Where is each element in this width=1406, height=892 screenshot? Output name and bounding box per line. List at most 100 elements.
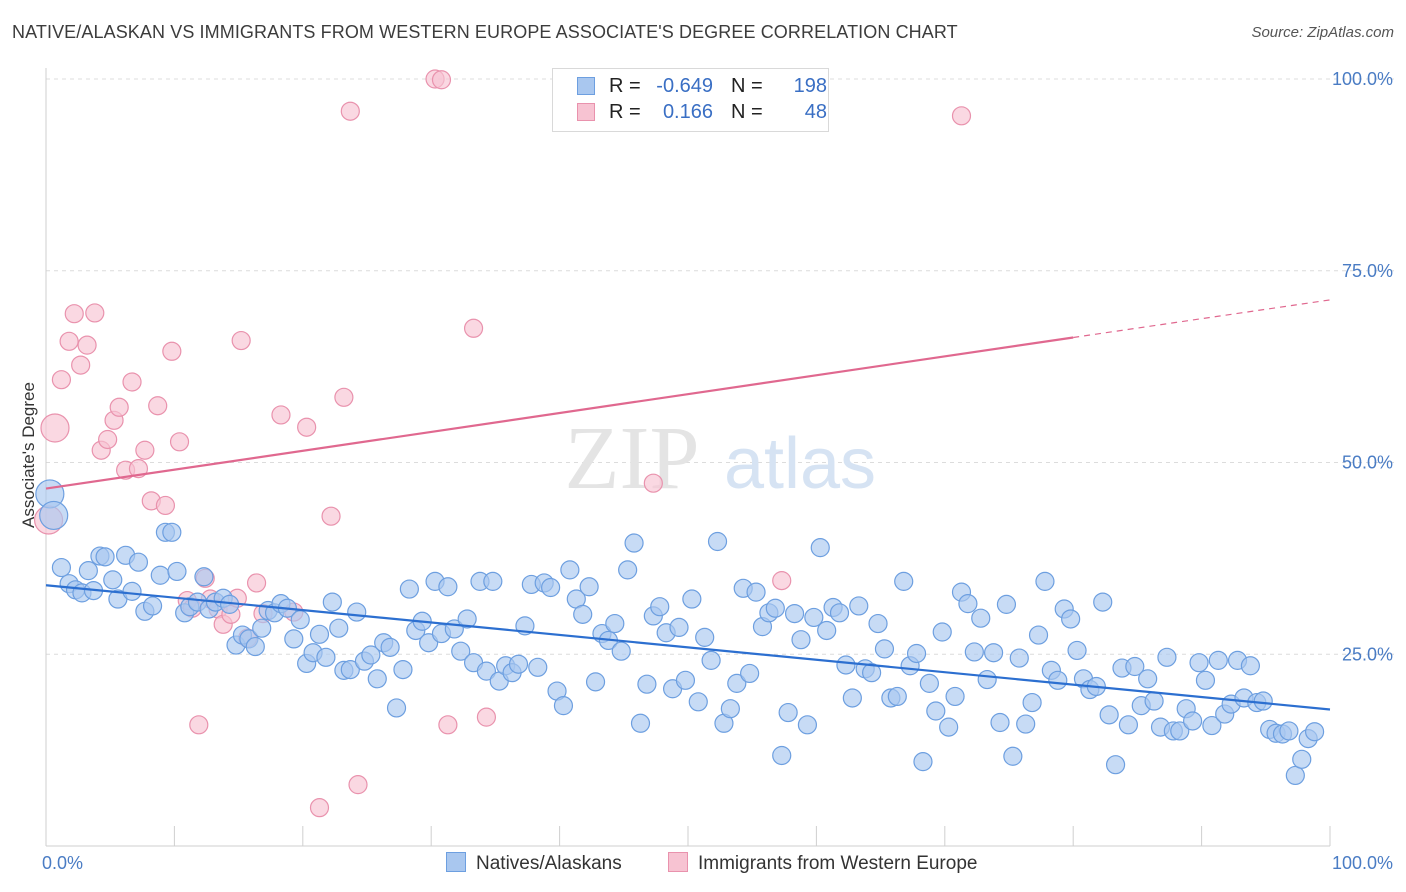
natives-point-13: [122, 581, 142, 601]
natives-point-181: [1202, 715, 1222, 736]
immigrants-point-48: [772, 571, 792, 591]
y-tick-label-0: 100.0%: [1332, 69, 1393, 89]
natives-point-137: [919, 673, 939, 693]
natives-point-193: [1279, 721, 1299, 741]
trend-lines: [45, 299, 1331, 711]
natives-trend-line: [45, 584, 1331, 711]
watermark: ZIP atlas: [565, 409, 877, 508]
immigrants-point-18: [155, 495, 176, 516]
legend-r-label: R =: [609, 101, 641, 123]
natives-point-159: [1061, 609, 1081, 629]
natives-point-62: [438, 577, 458, 597]
natives-point-42: [309, 624, 330, 644]
legend-n-value: 198: [793, 75, 827, 97]
natives-point-2: [51, 557, 72, 578]
natives-point-180: [1195, 670, 1216, 690]
immigrants-point-3: [59, 331, 79, 351]
natives-point-178: [1183, 711, 1203, 731]
immigrants-point-39: [334, 387, 354, 407]
legend-r-label: R =: [609, 75, 641, 97]
immigrants-point-38: [321, 506, 341, 526]
natives-point-104: [707, 531, 728, 552]
series-natives-points: [35, 479, 1325, 786]
natives-point-118: [797, 715, 818, 735]
natives-point-197: [1304, 722, 1325, 742]
natives-point-1: [39, 500, 69, 531]
y-tick-label-1: 75.0%: [1342, 261, 1393, 281]
natives-point-32: [245, 636, 265, 657]
natives-point-9: [95, 547, 115, 567]
immigrants-point-32: [246, 573, 267, 593]
natives-point-128: [862, 663, 882, 683]
immigrants-point-45: [463, 318, 484, 338]
natives-point-43: [316, 647, 336, 667]
natives-point-135: [906, 643, 927, 664]
natives-point-90: [618, 560, 638, 580]
source-label: Source: ZipAtlas.com: [1251, 24, 1394, 41]
immigrants-point-43: [431, 70, 452, 90]
natives-point-16: [142, 596, 163, 616]
natives-point-143: [958, 594, 978, 614]
natives-point-140: [939, 717, 959, 737]
immigrants-point-46: [476, 707, 497, 727]
y-tick-label-2: 50.0%: [1342, 453, 1393, 473]
natives-point-168: [1118, 715, 1139, 735]
natives-point-73: [508, 654, 529, 674]
natives-point-98: [669, 617, 689, 638]
natives-point-64: [451, 641, 471, 661]
legend-r-value: 0.166: [662, 101, 713, 123]
immigrants-point-40: [340, 101, 360, 121]
immigrants-point-5: [71, 355, 91, 375]
natives-point-157: [1048, 670, 1068, 690]
natives-point-117: [791, 630, 811, 650]
axes: [45, 68, 1331, 847]
natives-point-19: [162, 522, 182, 542]
natives-point-132: [887, 686, 907, 707]
legend-swatch-natives: [577, 77, 595, 95]
immigrants-point-2: [51, 370, 72, 390]
natives-point-92: [630, 713, 651, 733]
legend-item-immigrants: Immigrants from Western Europe: [668, 852, 977, 875]
natives-point-65: [457, 609, 477, 629]
immigrants-point-13: [122, 372, 142, 392]
immigrants-point-34: [271, 405, 291, 425]
immigrants-point-9: [98, 429, 118, 450]
natives-point-38: [284, 629, 304, 649]
legend-swatch-immigrants: [577, 103, 595, 121]
natives-point-78: [541, 577, 561, 598]
natives-point-69: [483, 571, 503, 591]
x-tick-label-min: 0.0%: [42, 853, 83, 873]
correlation-legend: R = -0.649 N = 198 R = 0.166 N = 48: [552, 68, 829, 132]
legend-label-immigrants: Immigrants from Western Europe: [698, 853, 978, 874]
immigrants-trend-extension: [1073, 299, 1331, 339]
natives-point-133: [894, 571, 914, 591]
immigrants-point-1: [40, 413, 70, 443]
natives-point-110: [746, 582, 766, 602]
legend-label-natives: Natives/Alaskans: [476, 853, 622, 874]
x-tick-label-max: 100.0%: [1332, 853, 1393, 873]
natives-point-85: [585, 672, 606, 692]
natives-point-56: [399, 579, 419, 599]
natives-point-123: [829, 603, 850, 623]
natives-point-95: [650, 597, 670, 617]
legend-n-value: 48: [804, 101, 827, 123]
natives-point-154: [1028, 625, 1049, 645]
natives-point-138: [926, 701, 946, 721]
natives-point-89: [611, 641, 631, 661]
natives-point-24: [194, 567, 214, 587]
natives-point-152: [1016, 714, 1036, 734]
immigrants-point-36: [297, 417, 317, 437]
natives-point-125: [842, 688, 862, 708]
natives-point-81: [560, 560, 580, 580]
natives-point-91: [624, 533, 644, 553]
grid-lines: [46, 78, 1396, 655]
natives-point-101: [688, 692, 708, 712]
natives-point-151: [1009, 648, 1029, 668]
y-tick-label-3: 25.0%: [1342, 644, 1393, 664]
watermark-atlas: atlas: [724, 424, 876, 504]
legend-n-label: N =: [731, 75, 763, 97]
immigrants-point-19: [162, 341, 182, 361]
natives-point-68: [476, 661, 497, 681]
natives-point-39: [290, 610, 310, 630]
series-legend: Natives/Alaskans Immigrants from Western…: [0, 852, 1406, 878]
